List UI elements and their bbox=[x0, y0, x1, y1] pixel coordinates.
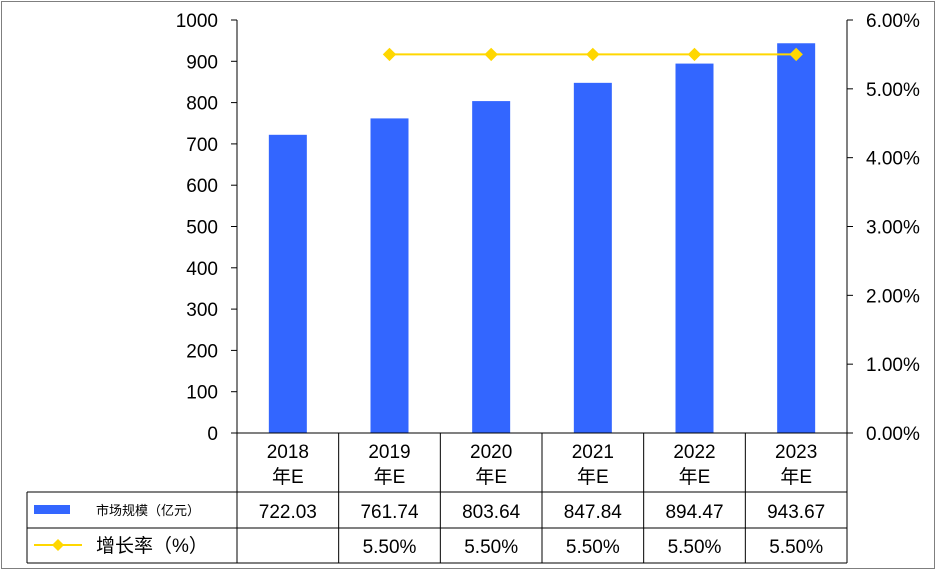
left-tick-label: 0 bbox=[207, 424, 218, 445]
left-tick-label: 300 bbox=[186, 300, 218, 321]
legend-label-line: 增长率（%） bbox=[96, 535, 208, 557]
left-tick-label: 100 bbox=[186, 383, 218, 404]
right-tick-label: 1.00% bbox=[866, 355, 920, 376]
right-tick-label: 4.00% bbox=[866, 149, 920, 170]
right-tick-label: 3.00% bbox=[866, 218, 920, 239]
legend-swatch-marker bbox=[52, 539, 64, 551]
table-cell-value: 943.67 bbox=[767, 502, 825, 523]
bar-2019 bbox=[370, 118, 409, 434]
x-tick-label: 2020 bbox=[470, 442, 512, 463]
left-tick-label: 800 bbox=[186, 94, 218, 115]
table-cell-value: 803.64 bbox=[462, 502, 521, 523]
left-tick-label: 1000 bbox=[176, 11, 218, 32]
bar-2022 bbox=[675, 63, 714, 433]
x-tick-label: 2018 bbox=[267, 442, 309, 463]
table-cell-rate: 5.50% bbox=[668, 537, 722, 558]
x-tick-label: 年E bbox=[679, 466, 711, 488]
table-cell-rate: 5.50% bbox=[464, 537, 518, 558]
bars-layer bbox=[268, 43, 816, 434]
x-tick-label: 年E bbox=[780, 466, 812, 488]
left-tick-label: 400 bbox=[186, 259, 218, 280]
x-tick-label: 年E bbox=[475, 466, 507, 488]
x-tick-label: 年E bbox=[374, 466, 406, 488]
growth-point-2022 bbox=[687, 47, 702, 62]
table-cell-rate: 5.50% bbox=[566, 537, 620, 558]
bar-2018 bbox=[268, 134, 307, 433]
left-tick-label: 600 bbox=[186, 176, 218, 197]
line-layer bbox=[382, 47, 803, 62]
x-tick-label: 年E bbox=[577, 466, 609, 488]
x-tick-label: 2023 bbox=[775, 442, 817, 463]
x-tick-label: 年E bbox=[272, 466, 304, 488]
legend-label-bar: 市场规模（亿元） bbox=[96, 503, 200, 518]
growth-point-2023 bbox=[789, 47, 803, 62]
table-cell-rate: 5.50% bbox=[363, 537, 417, 558]
bar-2023 bbox=[777, 43, 816, 434]
right-tick-label: 0.00% bbox=[866, 424, 920, 445]
right-tick-label: 2.00% bbox=[866, 286, 920, 307]
right-tick-label: 5.00% bbox=[866, 80, 920, 101]
x-tick-label: 2021 bbox=[572, 442, 614, 463]
x-tick-label: 2022 bbox=[673, 442, 715, 463]
table-cell-rate: 5.50% bbox=[769, 537, 823, 558]
left-tick-label: 700 bbox=[186, 135, 218, 156]
axes-layer: 0 100 200 300 400 500 600 700 800 900 1000 0.00% 1.0… bbox=[176, 11, 920, 445]
growth-point-2021 bbox=[586, 47, 600, 62]
legend-swatch-bar bbox=[34, 505, 70, 514]
left-tick-label: 200 bbox=[186, 341, 218, 362]
growth-point-2020 bbox=[484, 47, 498, 62]
growth-point-2019 bbox=[382, 47, 397, 62]
bar-2021 bbox=[573, 82, 612, 434]
right-tick-label: 6.00% bbox=[866, 11, 920, 32]
x-tick-label: 2019 bbox=[368, 442, 410, 463]
table-cell-value: 847.84 bbox=[564, 502, 623, 523]
data-table: 2018 年E 2019 年E 2020 年E 2021 年E 2022 年E 2023 年E 市场规模… bbox=[26, 432, 848, 564]
bar-2020 bbox=[472, 101, 511, 433]
left-tick-label: 900 bbox=[186, 52, 218, 73]
table-cell-value: 761.74 bbox=[360, 502, 419, 523]
left-tick-label: 500 bbox=[186, 218, 218, 239]
table-cell-value: 722.03 bbox=[259, 502, 317, 523]
table-cell-value: 894.47 bbox=[665, 502, 723, 523]
